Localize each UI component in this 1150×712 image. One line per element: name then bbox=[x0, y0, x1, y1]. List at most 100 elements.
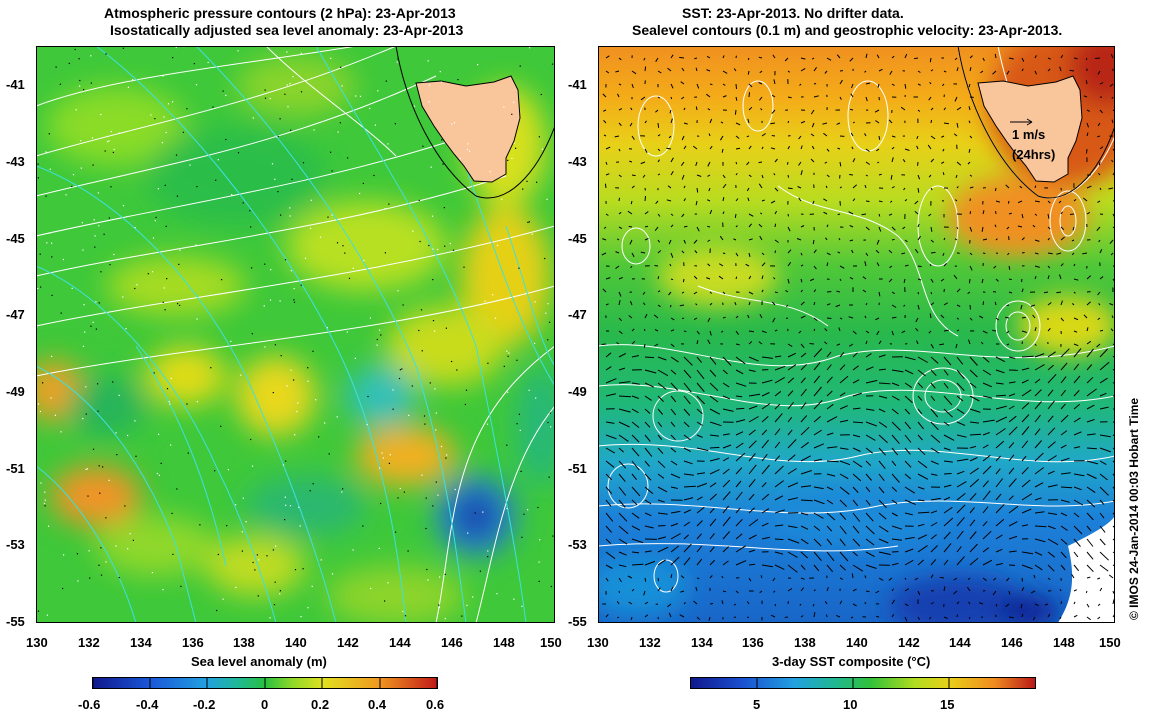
velocity-vector bbox=[788, 188, 793, 189]
speckle-dot bbox=[108, 140, 109, 141]
speckle-dot bbox=[270, 98, 271, 99]
speckle-dot bbox=[436, 482, 437, 483]
speckle-dot bbox=[273, 549, 274, 550]
speckle-dot bbox=[451, 123, 452, 124]
speckle-dot bbox=[251, 267, 252, 268]
speckle-dot bbox=[69, 63, 70, 64]
speckle-dot bbox=[403, 304, 404, 305]
speckle-dot bbox=[86, 469, 87, 470]
velocity-vector bbox=[944, 330, 949, 331]
left-title-line1: Atmospheric pressure contours (2 hPa): 2… bbox=[104, 5, 456, 22]
speckle-dot bbox=[178, 264, 179, 265]
speckle-dot bbox=[432, 279, 433, 280]
speckle-dot bbox=[293, 379, 294, 380]
speckle-dot bbox=[446, 328, 447, 329]
speckle-dot bbox=[291, 179, 292, 180]
speckle-dot bbox=[429, 85, 430, 86]
speckle-dot bbox=[321, 559, 322, 560]
speckle-dot bbox=[465, 404, 466, 405]
speckle-dot bbox=[76, 109, 77, 110]
speckle-dot bbox=[330, 58, 331, 59]
imos-credit: © IMOS 24-Jan-2014 00:03 Hobart Time bbox=[1127, 398, 1141, 620]
speckle-dot bbox=[90, 326, 91, 327]
speckle-dot bbox=[83, 89, 84, 90]
speckle-dot bbox=[95, 301, 96, 302]
speckle-dot bbox=[253, 562, 254, 563]
speckle-dot bbox=[172, 554, 173, 555]
speckle-dot bbox=[238, 50, 239, 51]
speckle-dot bbox=[177, 303, 178, 304]
velocity-vector bbox=[670, 305, 671, 307]
velocity-vector bbox=[684, 226, 687, 227]
speckle-dot bbox=[387, 582, 388, 583]
speckle-dot bbox=[303, 162, 304, 163]
speckle-dot bbox=[280, 215, 281, 216]
speckle-dot bbox=[513, 599, 514, 600]
speckle-dot bbox=[318, 436, 319, 437]
speckle-dot bbox=[291, 270, 292, 271]
speckle-dot bbox=[367, 424, 368, 425]
speckle-dot bbox=[77, 580, 78, 581]
speckle-dot bbox=[297, 402, 298, 403]
speckle-dot bbox=[379, 330, 380, 331]
velocity-vector bbox=[1087, 149, 1088, 154]
speckle-dot bbox=[216, 610, 217, 611]
speckle-dot bbox=[349, 278, 350, 279]
speckle-dot bbox=[508, 356, 509, 357]
velocity-vector bbox=[1099, 162, 1100, 165]
speckle-dot bbox=[537, 507, 538, 508]
speckle-dot bbox=[332, 214, 333, 215]
velocity-vector bbox=[849, 175, 853, 176]
speckle-dot bbox=[508, 353, 509, 354]
speckle-dot bbox=[93, 449, 94, 450]
speckle-dot bbox=[79, 80, 80, 81]
speckle-dot bbox=[82, 418, 83, 419]
speckle-dot bbox=[301, 91, 302, 92]
speckle-dot bbox=[124, 505, 125, 506]
speckle-dot bbox=[341, 491, 342, 492]
speckle-dot bbox=[527, 222, 528, 223]
speckle-dot bbox=[539, 136, 540, 137]
speckle-dot bbox=[135, 456, 136, 457]
speckle-dot bbox=[212, 107, 213, 108]
speckle-dot bbox=[37, 288, 38, 289]
velocity-vector bbox=[710, 447, 719, 448]
velocity-vector bbox=[707, 226, 710, 227]
speckle-dot bbox=[156, 217, 157, 218]
speckle-dot bbox=[547, 339, 548, 340]
speckle-dot bbox=[320, 237, 321, 238]
speckle-dot bbox=[38, 404, 39, 405]
speckle-dot bbox=[377, 339, 378, 340]
speckle-dot bbox=[472, 596, 473, 597]
left-lon-label: 140 bbox=[285, 635, 307, 650]
speckle-dot bbox=[258, 559, 259, 560]
speckle-dot bbox=[301, 285, 302, 286]
speckle-dot bbox=[520, 430, 521, 431]
speckle-dot bbox=[264, 264, 265, 265]
speckle-dot bbox=[400, 369, 401, 370]
velocity-vector bbox=[788, 97, 792, 98]
speckle-dot bbox=[73, 174, 74, 175]
speckle-dot bbox=[550, 413, 551, 414]
speckle-dot bbox=[177, 196, 178, 197]
speckle-dot bbox=[441, 82, 442, 83]
speckle-dot bbox=[56, 67, 57, 68]
speckle-dot bbox=[455, 489, 456, 490]
speckle-dot bbox=[158, 434, 159, 435]
speckle-dot bbox=[258, 595, 259, 596]
speckle-dot bbox=[79, 58, 80, 59]
velocity-vector bbox=[788, 214, 789, 216]
speckle-dot bbox=[81, 168, 82, 169]
speckle-dot bbox=[466, 390, 467, 391]
speckle-dot bbox=[362, 525, 363, 526]
velocity-vector bbox=[619, 198, 620, 201]
speckle-dot bbox=[169, 403, 170, 404]
speckle-dot bbox=[50, 169, 51, 170]
speckle-dot bbox=[467, 533, 468, 534]
speckle-dot bbox=[445, 618, 446, 619]
speckle-dot bbox=[75, 49, 76, 50]
velocity-vector bbox=[748, 71, 749, 75]
speckle-dot bbox=[386, 81, 387, 82]
speckle-dot bbox=[290, 215, 291, 216]
speckle-dot bbox=[342, 245, 343, 246]
